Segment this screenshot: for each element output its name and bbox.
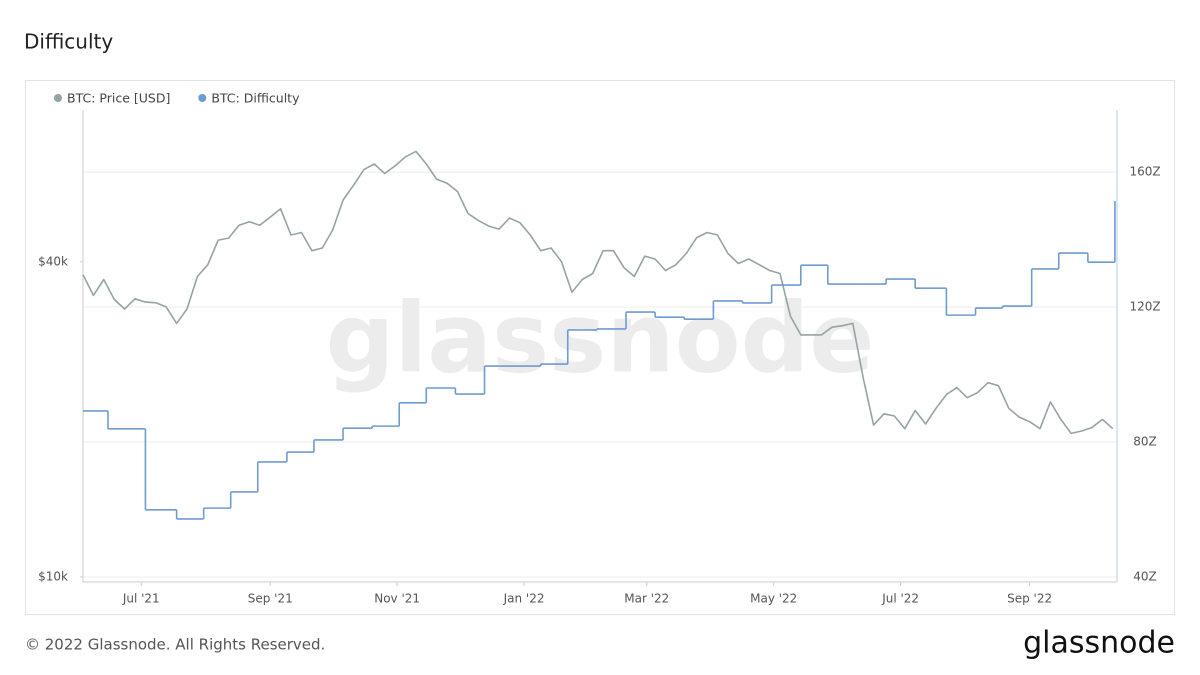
legend-marker bbox=[54, 94, 62, 102]
copyright: © 2022 Glassnode. All Rights Reserved. bbox=[25, 636, 325, 654]
x-tick-label: Jan '22 bbox=[503, 592, 545, 606]
y2-tick-label: 80Z bbox=[1133, 434, 1157, 448]
x-tick-label: Sep '22 bbox=[1007, 592, 1052, 606]
watermark: glassnode bbox=[326, 282, 875, 394]
x-tick-label: Sep '21 bbox=[248, 592, 293, 606]
chart-frame bbox=[25, 80, 1175, 615]
x-tick-label: Jul '21 bbox=[122, 592, 160, 606]
legend-marker bbox=[198, 94, 207, 102]
x-tick-label: May '22 bbox=[750, 592, 797, 606]
logo: glassnode bbox=[1023, 626, 1175, 661]
y2-tick-label: 40Z bbox=[1133, 569, 1157, 583]
y2-tick-label: 160Z bbox=[1129, 165, 1160, 179]
y-tick-label: $40k bbox=[38, 254, 68, 268]
legend-label: BTC: Price [USD] bbox=[67, 91, 170, 106]
x-tick-label: Mar '22 bbox=[624, 592, 669, 606]
y-tick-label: $10k bbox=[38, 569, 68, 583]
x-tick-label: Jul '22 bbox=[881, 592, 919, 606]
price-line bbox=[82, 150, 1114, 435]
chart-title: Difficulty bbox=[24, 30, 113, 54]
legend-label: BTC: Difficulty bbox=[211, 91, 300, 106]
y2-tick-label: 120Z bbox=[1129, 300, 1160, 314]
x-tick-label: Nov '21 bbox=[374, 592, 420, 606]
plot: 40Z 80Z 120Z 160Z $10k $40k Jul '21 Sep '21 Nov … bbox=[38, 91, 1160, 606]
